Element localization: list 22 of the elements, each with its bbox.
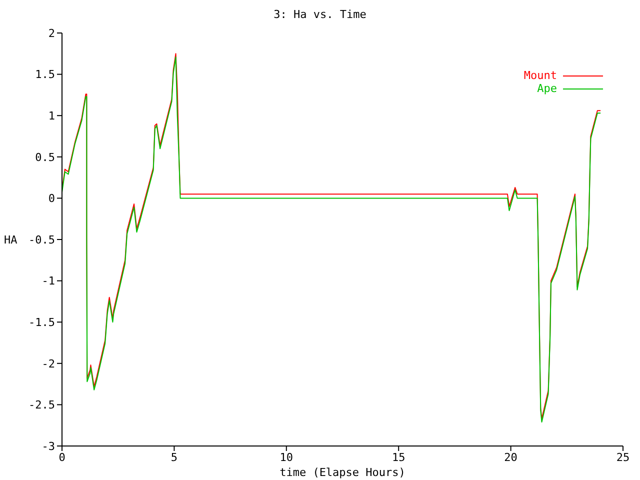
y-tick-label: 0 xyxy=(48,192,55,206)
y-tick-label: -2 xyxy=(42,357,55,370)
x-tick-label: 0 xyxy=(58,450,66,464)
legend-label: Mount xyxy=(524,69,557,82)
x-tick-label: 20 xyxy=(504,450,518,464)
y-tick-label: 1.5 xyxy=(35,68,55,82)
x-tick-label: 25 xyxy=(616,450,630,464)
y-tick-label: 2 xyxy=(48,26,55,40)
x-tick-label: 10 xyxy=(280,450,294,464)
y-tick-label: -1.5 xyxy=(28,316,55,330)
y-tick-label: -0.5 xyxy=(28,233,55,246)
y-axis-title: HA xyxy=(4,233,18,246)
legend-label: Ape xyxy=(537,82,557,95)
y-tick-label: -1 xyxy=(42,274,55,288)
x-tick-label: 15 xyxy=(392,450,406,464)
y-tick-label: -3 xyxy=(42,440,55,453)
chart-title: 3: Ha vs. Time xyxy=(272,8,368,21)
y-tick-label: -2.5 xyxy=(28,398,55,412)
y-tick-label: 0.5 xyxy=(35,150,55,164)
x-axis-title: time (Elapse Hours) xyxy=(280,466,406,479)
x-tick-label: 5 xyxy=(170,450,178,464)
y-tick-label: 1 xyxy=(48,110,55,123)
